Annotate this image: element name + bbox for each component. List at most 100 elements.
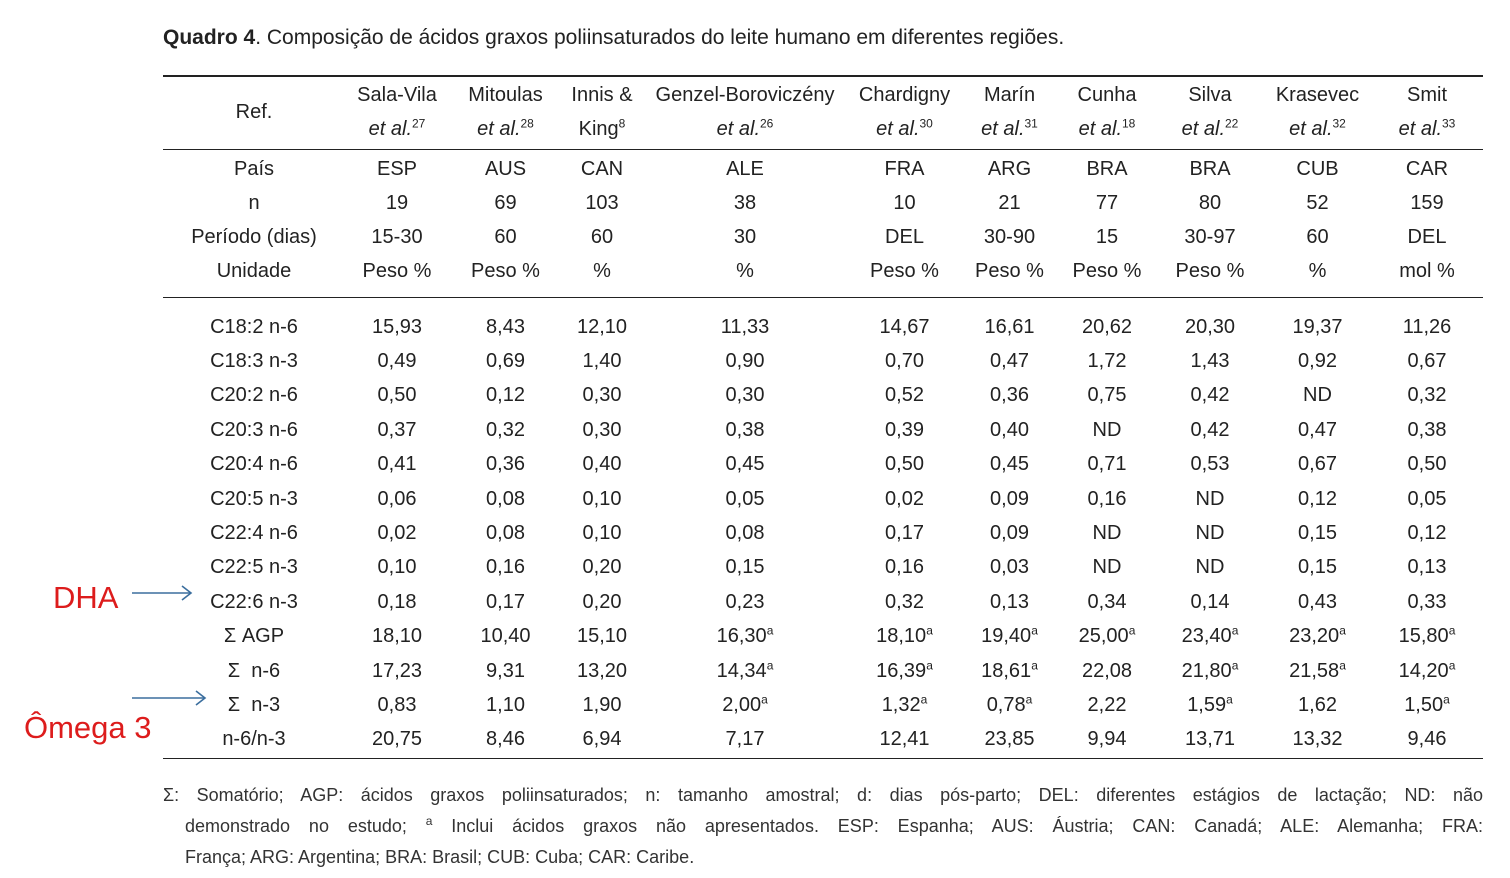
meta-rule [163,297,1483,298]
row-label: Σ n-6 [227,659,281,682]
table-row: País ESP AUS CAN ALE FRA ARG BRA BRA CUB CAR [163,152,1483,186]
table-cell: 0,12 [1298,487,1337,510]
row-label: Unidade [216,259,292,282]
table-cell: 0,49 [377,350,417,373]
table-cell: ND [1195,522,1225,545]
table-cell: 77 [1095,191,1119,214]
header-author: Genzel-Boroviczény [655,84,835,106]
table-cell: 60 [1306,225,1329,248]
dha-annotation: DHA [53,580,119,615]
table-cell: % [736,259,754,282]
table-cell: % [593,259,611,282]
row-label: C20:3 n-6 [210,418,298,441]
table-cell: 15,80a [1398,623,1456,648]
row-label: C18:2 n-6 [210,315,298,338]
table-cell: DEL [885,225,924,248]
values-table: C18:2 n-6 15,93 8,43 12,10 11,33 14,67 16,61 20… [163,310,1483,757]
table-row: C22:6 n-3 0,18 0,17 0,20 0,23 0,32 0,13 0,34 0,1… [163,585,1483,619]
table-cell: 0,78a [986,692,1033,716]
table-cell: 0,08 [486,487,525,510]
table-cell: 0,13 [1407,556,1447,579]
header-etal: et al. [1181,118,1225,140]
table-cell: 0,53 [1190,453,1230,476]
row-label: n [248,191,260,214]
table-cell: 30-90 [983,225,1036,248]
table-cell: 21,80a [1181,657,1239,682]
header-ref-number: 33 [1442,116,1456,131]
table-cell: 8,43 [486,315,525,338]
table-cell: 0,36 [486,453,525,476]
header-ref-number: 30 [919,116,933,131]
header-etal: et al. [368,118,412,140]
table-cell: 16,61 [984,315,1035,338]
header-column: Genzel-Boroviczény et al.26 [642,78,848,146]
table-cell: 10,40 [480,625,531,648]
table-cell: 60 [590,225,614,248]
table-cell: 14,34a [716,657,774,682]
header-author: Sala-Vila [357,84,437,106]
bottom-rule [163,758,1483,759]
header-column: Cunha et al.18 [1058,78,1156,146]
table-row: C18:3 n-3 0,49 0,69 1,40 0,90 0,70 0,47 1,72 1,4… [163,344,1483,378]
table-cell: 0,15 [725,556,765,579]
header-ref-number: 22 [1225,116,1239,131]
header-etal: et al. [1078,118,1122,140]
table-row: C20:3 n-6 0,37 0,32 0,30 0,38 0,39 0,40 ND 0,42 0… [163,413,1483,447]
table-cell: CAN [580,157,624,180]
table-cell: 17,23 [371,659,423,682]
table-cell: 0,05 [725,487,765,510]
table-cell: 0,18 [377,590,417,613]
table-cell: 23,85 [984,728,1035,751]
footnote-line-2: demonstrado no estudo; a Inclui ácidos g… [185,814,1483,836]
table-cell: 0,02 [885,487,924,510]
header-ref-number: 8 [618,116,626,131]
table-cell: 0,50 [377,384,417,407]
table-cell: 0,90 [725,350,765,373]
meta-table: País ESP AUS CAN ALE FRA ARG BRA BRA CUB CAR n 19 69 1… [163,152,1483,288]
table-row: Σ AGP 18,10 10,40 15,10 16,30a 18,10a 19,40a 25… [163,620,1483,654]
table-cell: 0,30 [725,384,765,407]
table-cell: 19,37 [1292,315,1343,338]
table-cell: 0,40 [582,453,622,476]
table-row: Σ n-6 17,23 9,31 13,20 14,34a 16,39a 18,61a 22,… [163,654,1483,688]
header-etal: et al. [1289,118,1333,140]
table-cell: Peso % [870,259,939,282]
table-cell: 18,10 [371,625,423,648]
header-column: Smit et al.33 [1371,78,1483,146]
table-cell: BRA [1189,157,1231,180]
table-cell: 16,30a [716,623,774,648]
table-cell: Peso % [1175,259,1245,282]
table-row: Σ n-3 0,83 1,10 1,90 2,00a 1,32a 0,78a 2,22 1,59… [163,688,1483,722]
table-cell: 13,20 [576,659,628,682]
footnote-line-1: Σ: Somatório; AGP: ácidos graxos poliins… [163,785,1483,805]
table-cell: 12,10 [576,315,628,338]
table-cell: 0,92 [1298,350,1337,373]
table-cell: 23,40a [1181,623,1239,648]
table-row: n-6/n-3 20,75 8,46 6,94 7,17 12,41 23,85 9,94 13… [163,723,1483,757]
table-cell: 0,10 [582,522,622,545]
header-ref-number: 28 [520,116,534,131]
table-cell: 0,09 [990,522,1029,545]
table-cell: 80 [1198,191,1222,214]
row-label: Σ AGP [223,625,285,648]
table-caption: Quadro 4. Composição de ácidos graxos po… [163,26,1064,50]
table-cell: 0,33 [1407,590,1447,613]
table-cell: ESP [376,157,418,180]
table-cell: 15-30 [371,225,423,248]
table-cell: 0,32 [885,590,924,613]
table-cell: 1,10 [486,693,525,716]
row-label: C20:4 n-6 [210,453,298,476]
table-cell: 21 [998,191,1021,214]
table-cell: 0,32 [486,418,525,441]
table-cell: 30 [733,225,757,248]
table-cell: 13,71 [1184,728,1236,751]
table-cell: 0,50 [1407,453,1447,476]
table-cell: 0,20 [582,556,622,579]
table-cell: 0,12 [486,384,525,407]
table-cell: 0,37 [377,418,417,441]
table-cell: 22,08 [1081,659,1133,682]
table-cell: 0,15 [1298,556,1337,579]
table-cell: 1,90 [582,693,622,716]
table-cell: 14,67 [879,315,930,338]
table-cell: 1,59a [1187,692,1233,716]
